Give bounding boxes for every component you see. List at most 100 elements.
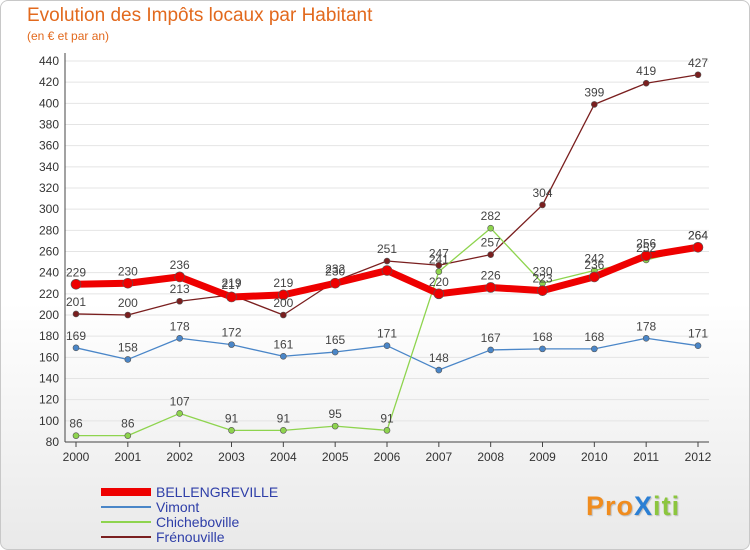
x-tick-label: 2012 [685, 450, 712, 464]
data-label-frenouville: 232 [325, 262, 345, 276]
data-label-chicheboville: 107 [170, 394, 190, 408]
data-point-bellengreville [485, 282, 496, 293]
legend-label: Vimont [156, 499, 200, 515]
legend-swatch [101, 487, 151, 497]
legend-item-chicheboville: Chicheboville [101, 514, 341, 530]
data-label-vimont: 178 [636, 319, 656, 333]
y-tick-label: 160 [39, 350, 59, 364]
legend: BELLENGREVILLE Vimont Chicheboville Frénouv… [101, 484, 341, 545]
x-tick-label: 2004 [270, 450, 297, 464]
data-label-frenouville: 201 [66, 295, 86, 309]
data-point-chicheboville [124, 432, 132, 439]
data-label-bellengreville: 220 [429, 275, 449, 289]
y-tick-label: 380 [39, 118, 59, 132]
legend-label: Frénouville [156, 529, 225, 545]
data-label-vimont: 158 [118, 340, 138, 354]
data-label-bellengreville: 230 [325, 264, 345, 278]
data-label-vimont: 172 [221, 326, 241, 340]
logo-letter: i [671, 491, 681, 521]
data-label-bellengreville: 256 [636, 237, 656, 251]
data-label-vimont: 165 [325, 333, 345, 347]
data-point-vimont [642, 334, 650, 342]
legend-swatch [101, 521, 151, 523]
data-point-bellengreville [381, 265, 393, 276]
data-point-frenouville [124, 311, 132, 319]
data-point-bellengreville [122, 277, 134, 289]
data-label-vimont: 171 [688, 327, 708, 341]
legend-label: BELLENGREVILLE [156, 484, 279, 500]
x-tick-label: 2006 [374, 450, 401, 464]
legend-item-frenouville: Frénouville [101, 529, 341, 545]
data-point-chicheboville [383, 427, 391, 434]
data-label-bellengreville: 226 [481, 268, 501, 282]
data-label-bellengreville: 230 [118, 264, 138, 278]
x-tick-label: 2011 [633, 450, 659, 464]
data-point-bellengreville [278, 289, 289, 301]
data-label-vimont: 148 [429, 351, 449, 365]
data-label-bellengreville: 219 [273, 276, 293, 290]
logo-letter: r [605, 491, 617, 521]
data-label-bellengreville: 223 [532, 272, 552, 286]
data-point-bellengreville [329, 277, 341, 289]
y-tick-label: 240 [39, 266, 59, 280]
data-point-chicheboville [331, 422, 339, 430]
data-point-frenouville [435, 261, 443, 269]
y-tick-label: 120 [39, 393, 59, 407]
data-label-frenouville: 427 [688, 56, 708, 70]
x-tick-label: 2008 [477, 450, 504, 464]
data-label-vimont: 167 [481, 331, 501, 345]
data-label-frenouville: 213 [170, 282, 190, 296]
data-label-chicheboville: 91 [225, 411, 239, 425]
data-point-bellengreville [692, 241, 704, 253]
data-point-frenouville [487, 251, 494, 258]
data-label-chicheboville: 252 [636, 241, 656, 255]
data-point-bellengreville [226, 291, 237, 303]
data-point-chicheboville [228, 427, 235, 434]
y-tick-label: 180 [39, 329, 59, 343]
data-point-chicheboville [72, 432, 80, 439]
data-label-chicheboville: 230 [532, 264, 552, 278]
data-point-frenouville [280, 311, 287, 319]
logo-letter: i [653, 491, 662, 521]
data-label-frenouville: 247 [429, 246, 449, 260]
data-label-chicheboville: 86 [121, 417, 135, 431]
y-tick-label: 220 [39, 287, 59, 301]
data-point-vimont [331, 348, 339, 356]
data-label-chicheboville: 264 [688, 228, 708, 242]
x-tick-label: 2003 [218, 450, 245, 464]
data-label-chicheboville: 282 [481, 209, 501, 223]
x-tick-label: 2001 [114, 450, 141, 464]
logo-letter: t [661, 491, 672, 521]
y-tick-label: 200 [39, 308, 59, 322]
data-point-bellengreville [433, 288, 445, 300]
legend-label: Chicheboville [156, 514, 240, 530]
data-label-chicheboville: 241 [429, 253, 449, 267]
data-label-frenouville: 219 [221, 276, 241, 290]
data-point-bellengreville [537, 285, 548, 296]
x-tick-label: 2009 [529, 450, 556, 464]
chart-title: Evolution des Impôts locaux par Habitant [27, 5, 373, 26]
data-point-chicheboville [435, 268, 443, 275]
data-label-bellengreville: 236 [584, 258, 604, 272]
data-label-bellengreville: 217 [221, 278, 241, 292]
legend-swatch [101, 506, 151, 508]
data-label-vimont: 168 [532, 330, 552, 344]
data-point-vimont [383, 342, 391, 349]
data-point-chicheboville [176, 410, 183, 417]
y-tick-label: 80 [46, 435, 60, 449]
proxiti-logo: ProXiti [586, 491, 680, 522]
y-tick-label: 260 [39, 245, 59, 259]
y-tick-label: 440 [39, 54, 59, 68]
logo-letter: o [616, 491, 635, 521]
data-label-vimont: 161 [273, 337, 293, 351]
data-point-frenouville [72, 310, 80, 318]
data-label-vimont: 178 [170, 319, 190, 333]
x-tick-label: 2002 [166, 450, 193, 464]
y-tick-label: 360 [39, 139, 59, 153]
data-point-frenouville [694, 71, 702, 79]
x-tick-label: 2007 [425, 450, 452, 464]
legend-item-vimont: Vimont [101, 499, 341, 515]
logo-letter: P [586, 491, 606, 521]
legend-swatch [101, 536, 151, 538]
data-point-vimont [228, 341, 235, 348]
